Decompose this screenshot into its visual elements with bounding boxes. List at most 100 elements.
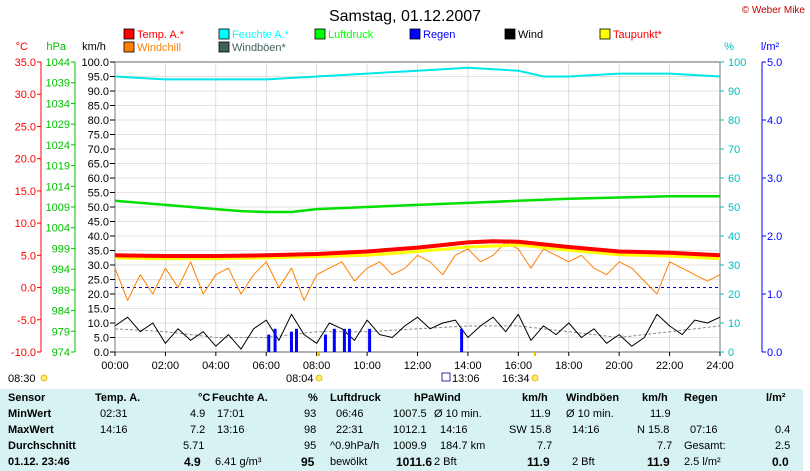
- hpa-tick-label: 1034: [46, 98, 70, 110]
- kmh-tick-label: 65.0: [88, 159, 109, 171]
- legend-swatch: [314, 28, 326, 40]
- rain-bar: [460, 328, 464, 352]
- pressure-max: 1012.1: [393, 424, 427, 436]
- kmh-tick-label: 80.0: [88, 115, 109, 127]
- gust-unit: km/h: [642, 392, 668, 404]
- temp-tick-label: 5.0: [21, 250, 36, 262]
- x-tick-label: 14:00: [454, 360, 482, 372]
- hpa-tick-label: 989: [52, 285, 70, 297]
- rain-max-time: 07:16: [690, 424, 718, 436]
- kmh-tick-label: 25.0: [88, 275, 109, 287]
- hpa-tick-label: 979: [52, 326, 70, 338]
- hpa-tick-label: 1029: [46, 119, 70, 131]
- x-tick-label: 16:00: [505, 360, 533, 372]
- x-tick-label: 22:00: [656, 360, 684, 372]
- gust-avg10: 11.9: [650, 408, 671, 420]
- rain-unit: l/m²: [766, 392, 786, 404]
- pct-tick-label: 0: [728, 347, 734, 359]
- rain-header: Regen: [684, 392, 718, 404]
- pct-axis-label: %: [724, 41, 734, 53]
- wind-avg10-label: Ø 10 min.: [434, 408, 482, 420]
- rain-total: 2.5: [775, 440, 791, 452]
- pressure-min: 1007.5: [393, 408, 427, 420]
- row-label-current: 01.12. 23:46: [8, 456, 70, 468]
- kmh-tick-label: 55.0: [88, 188, 109, 200]
- legend-swatch: [123, 41, 135, 53]
- temp-tick-label: -5.0: [17, 315, 36, 327]
- kmh-tick-label: 70.0: [88, 144, 109, 156]
- kmh-tick-label: 10.0: [88, 318, 109, 330]
- daylength-start-label: 08:30: [8, 373, 36, 385]
- rain-tick-label: 2.0: [767, 231, 782, 243]
- kmh-tick-label: 100.0: [81, 57, 109, 69]
- kmh-tick-label: 85.0: [88, 101, 109, 113]
- hpa-tick-label: 1044: [46, 57, 70, 69]
- kmh-tick-label: 30.0: [88, 260, 109, 272]
- hpa-tick-label: 1039: [46, 78, 70, 90]
- humidity-max-time: 13:16: [217, 424, 245, 436]
- temp-unit: °C: [198, 392, 211, 404]
- temp-tick-label: 30.0: [15, 89, 36, 101]
- temp-axis-label: °C: [16, 41, 28, 53]
- pressure-max-time: 22:31: [336, 424, 364, 436]
- rain-tick-label: 3.0: [767, 173, 782, 185]
- pct-tick-label: 50: [728, 202, 740, 214]
- row-label-min: MinWert: [8, 408, 52, 420]
- sunset-icon: [531, 374, 539, 382]
- legend-swatch: [504, 28, 516, 40]
- hpa-tick-label: 1024: [46, 140, 70, 152]
- row-label-max: MaxWert: [8, 424, 54, 436]
- kmh-tick-label: 15.0: [88, 304, 109, 316]
- x-tick-label: 24:00: [706, 360, 734, 372]
- gust-avg10-label: Ø 10 min.: [566, 408, 614, 420]
- pct-tick-label: 70: [728, 144, 740, 156]
- sunset-label: 16:34: [502, 373, 530, 385]
- x-tick-label: 10:00: [353, 360, 381, 372]
- temp-tick-label: 35.0: [15, 57, 36, 69]
- rain-tick-label: 5.0: [767, 57, 782, 69]
- temp-min: 4.9: [190, 408, 206, 420]
- legend-label: Windchill: [137, 42, 181, 54]
- legend-label: Luftdruck: [328, 29, 374, 41]
- statistics-table: Sensor MinWert MaxWert Durchschnitt 01.1…: [0, 389, 803, 471]
- pressure-header: Luftdruck: [330, 392, 381, 404]
- rain-bar: [323, 334, 327, 352]
- gust-max-time: 14:16: [572, 424, 600, 436]
- x-tick-label: 02:00: [152, 360, 180, 372]
- wind-unit: km/h: [522, 392, 548, 404]
- temp-tick-label: 0.0: [21, 283, 36, 295]
- gust-current: 11.9: [647, 455, 670, 469]
- rain-bar: [332, 328, 336, 352]
- legend-label: Wind: [518, 29, 543, 41]
- kmh-tick-label: 0.0: [94, 347, 109, 359]
- gust-line: [114, 325, 721, 338]
- wind-max-time: 14:16: [440, 424, 468, 436]
- x-tick-label: 04:00: [202, 360, 230, 372]
- rain-axis-label: l/m²: [761, 41, 780, 53]
- wind-header: Wind: [434, 392, 461, 404]
- chart-title: Samstag, 01.12.2007: [329, 8, 481, 25]
- temp-tick-label: 10.0: [15, 218, 36, 230]
- humidity-current: 95: [301, 455, 315, 469]
- rain-bar: [368, 328, 372, 352]
- sunrise-icon: [315, 374, 323, 382]
- rain-tick-label: 1.0: [767, 289, 782, 301]
- rain-bar: [342, 328, 346, 352]
- wind-distance: 184.7 km: [440, 440, 486, 452]
- moon-icon: [441, 372, 451, 382]
- temp-min-time: 02:31: [100, 408, 128, 420]
- kmh-tick-label: 95.0: [88, 72, 109, 84]
- gust-max: N 15.8: [637, 424, 670, 436]
- pct-tick-label: 100: [728, 57, 746, 69]
- rain-current: 0.0: [772, 455, 789, 469]
- moon-label: 13:06: [452, 373, 480, 385]
- temp-tick-label: 15.0: [15, 186, 36, 198]
- rain-max: 0.4: [775, 424, 791, 436]
- pressure-unit: hPa: [414, 392, 435, 404]
- hpa-tick-label: 1004: [46, 223, 70, 235]
- kmh-tick-label: 45.0: [88, 217, 109, 229]
- hpa-tick-label: 994: [52, 264, 70, 276]
- pressure-min-time: 06:46: [336, 408, 364, 420]
- pct-tick-label: 10: [728, 318, 740, 330]
- humidity-min-time: 17:01: [217, 408, 245, 420]
